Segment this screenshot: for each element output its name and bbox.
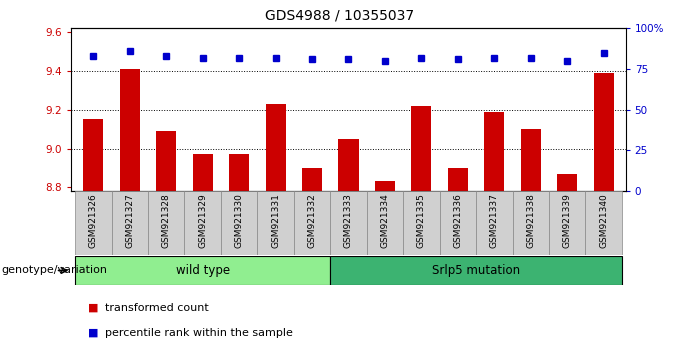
Text: GSM921335: GSM921335 bbox=[417, 193, 426, 248]
Bar bbox=[294, 191, 330, 255]
Text: GSM921337: GSM921337 bbox=[490, 193, 499, 248]
Bar bbox=[302, 168, 322, 191]
Text: GSM921338: GSM921338 bbox=[526, 193, 535, 248]
Text: GSM921336: GSM921336 bbox=[454, 193, 462, 248]
Bar bbox=[75, 191, 112, 255]
Text: ■: ■ bbox=[88, 303, 99, 313]
Text: GSM921339: GSM921339 bbox=[563, 193, 572, 248]
Bar bbox=[120, 69, 140, 191]
Bar bbox=[330, 256, 622, 285]
Bar bbox=[184, 191, 221, 255]
Bar bbox=[148, 191, 184, 255]
Text: GSM921330: GSM921330 bbox=[235, 193, 243, 248]
Bar bbox=[549, 191, 585, 255]
Bar bbox=[367, 191, 403, 255]
Bar bbox=[330, 191, 367, 255]
Bar bbox=[521, 129, 541, 191]
Bar bbox=[221, 191, 257, 255]
Text: percentile rank within the sample: percentile rank within the sample bbox=[105, 328, 293, 338]
Bar bbox=[513, 191, 549, 255]
Text: GSM921328: GSM921328 bbox=[162, 193, 171, 248]
Bar bbox=[594, 73, 614, 191]
Text: wild type: wild type bbox=[175, 264, 230, 277]
Text: transformed count: transformed count bbox=[105, 303, 209, 313]
Text: GSM921326: GSM921326 bbox=[89, 193, 98, 248]
Bar bbox=[75, 256, 330, 285]
Bar bbox=[266, 104, 286, 191]
Bar bbox=[156, 131, 176, 191]
Bar bbox=[403, 191, 440, 255]
Text: GDS4988 / 10355037: GDS4988 / 10355037 bbox=[265, 9, 415, 23]
Text: GSM921327: GSM921327 bbox=[125, 193, 134, 248]
Text: GSM921331: GSM921331 bbox=[271, 193, 280, 248]
Bar bbox=[484, 112, 505, 191]
Bar bbox=[411, 106, 431, 191]
Text: Srlp5 mutation: Srlp5 mutation bbox=[432, 264, 520, 277]
Bar bbox=[112, 191, 148, 255]
Bar bbox=[192, 154, 213, 191]
Bar bbox=[83, 119, 103, 191]
Bar bbox=[476, 191, 513, 255]
Bar bbox=[440, 191, 476, 255]
Bar bbox=[339, 139, 358, 191]
Text: GSM921333: GSM921333 bbox=[344, 193, 353, 248]
Text: GSM921340: GSM921340 bbox=[599, 193, 608, 248]
Bar bbox=[375, 182, 395, 191]
Bar bbox=[229, 154, 249, 191]
Text: GSM921334: GSM921334 bbox=[381, 193, 390, 248]
Text: genotype/variation: genotype/variation bbox=[1, 266, 107, 275]
Text: ■: ■ bbox=[88, 328, 99, 338]
Bar bbox=[557, 174, 577, 191]
Bar bbox=[257, 191, 294, 255]
Text: GSM921329: GSM921329 bbox=[198, 193, 207, 248]
Bar bbox=[448, 168, 468, 191]
Bar bbox=[585, 191, 622, 255]
Text: GSM921332: GSM921332 bbox=[307, 193, 316, 248]
